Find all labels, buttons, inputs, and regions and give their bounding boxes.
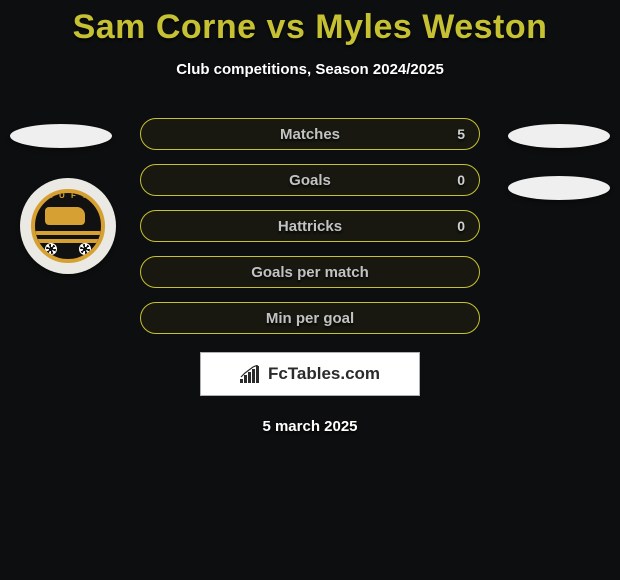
stat-label: Min per goal <box>266 310 354 327</box>
club-badge: M U F C <box>20 178 116 274</box>
club-badge-inner: M U F C <box>31 189 105 263</box>
club-badge-ball-icon <box>45 243 57 255</box>
stat-row-min-per-goal: Min per goal <box>140 302 480 334</box>
stat-row-hattricks: Hattricks 0 <box>140 210 480 242</box>
player-slot-right-1 <box>508 124 610 148</box>
stat-label: Hattricks <box>278 218 342 235</box>
club-badge-lion-icon <box>45 207 85 225</box>
player-slot-right-2 <box>508 176 610 200</box>
page-subtitle: Club competitions, Season 2024/2025 <box>0 61 620 78</box>
stat-value: 5 <box>457 126 465 142</box>
brand-text: FcTables.com <box>268 364 380 384</box>
footer-date: 5 march 2025 <box>0 418 620 435</box>
brand-box: FcTables.com <box>200 352 420 396</box>
stat-row-goals: Goals 0 <box>140 164 480 196</box>
stat-value: 0 <box>457 172 465 188</box>
club-badge-letters: M U F C <box>35 191 101 200</box>
stat-label: Goals per match <box>251 264 369 281</box>
page-title: Sam Corne vs Myles Weston <box>0 0 620 47</box>
stat-row-matches: Matches 5 <box>140 118 480 150</box>
stat-value: 0 <box>457 218 465 234</box>
club-badge-wave-icon <box>35 239 101 243</box>
bar-chart-icon <box>240 365 262 383</box>
stat-label: Goals <box>289 172 331 189</box>
club-badge-ball-icon <box>79 243 91 255</box>
stat-label: Matches <box>280 126 340 143</box>
club-badge-wave-icon <box>35 231 101 235</box>
stat-row-goals-per-match: Goals per match <box>140 256 480 288</box>
player-slot-left <box>10 124 112 148</box>
